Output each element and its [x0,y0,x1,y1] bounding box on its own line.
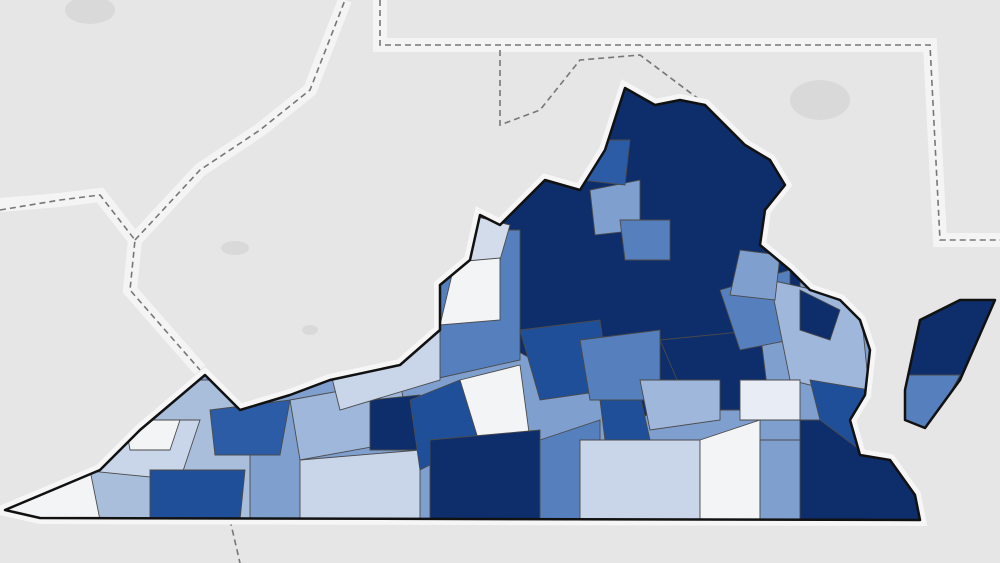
county [429,429,541,520]
county [699,419,761,520]
county [739,379,801,421]
county [905,374,961,428]
county [439,257,501,326]
county [639,379,721,431]
county [759,439,811,520]
county [299,449,421,520]
county [149,469,246,520]
state-outline [3,86,922,522]
county [799,289,841,341]
county [619,219,671,261]
shore-outline [903,298,997,430]
terrain [65,0,850,335]
county [729,249,781,301]
county [579,439,701,520]
